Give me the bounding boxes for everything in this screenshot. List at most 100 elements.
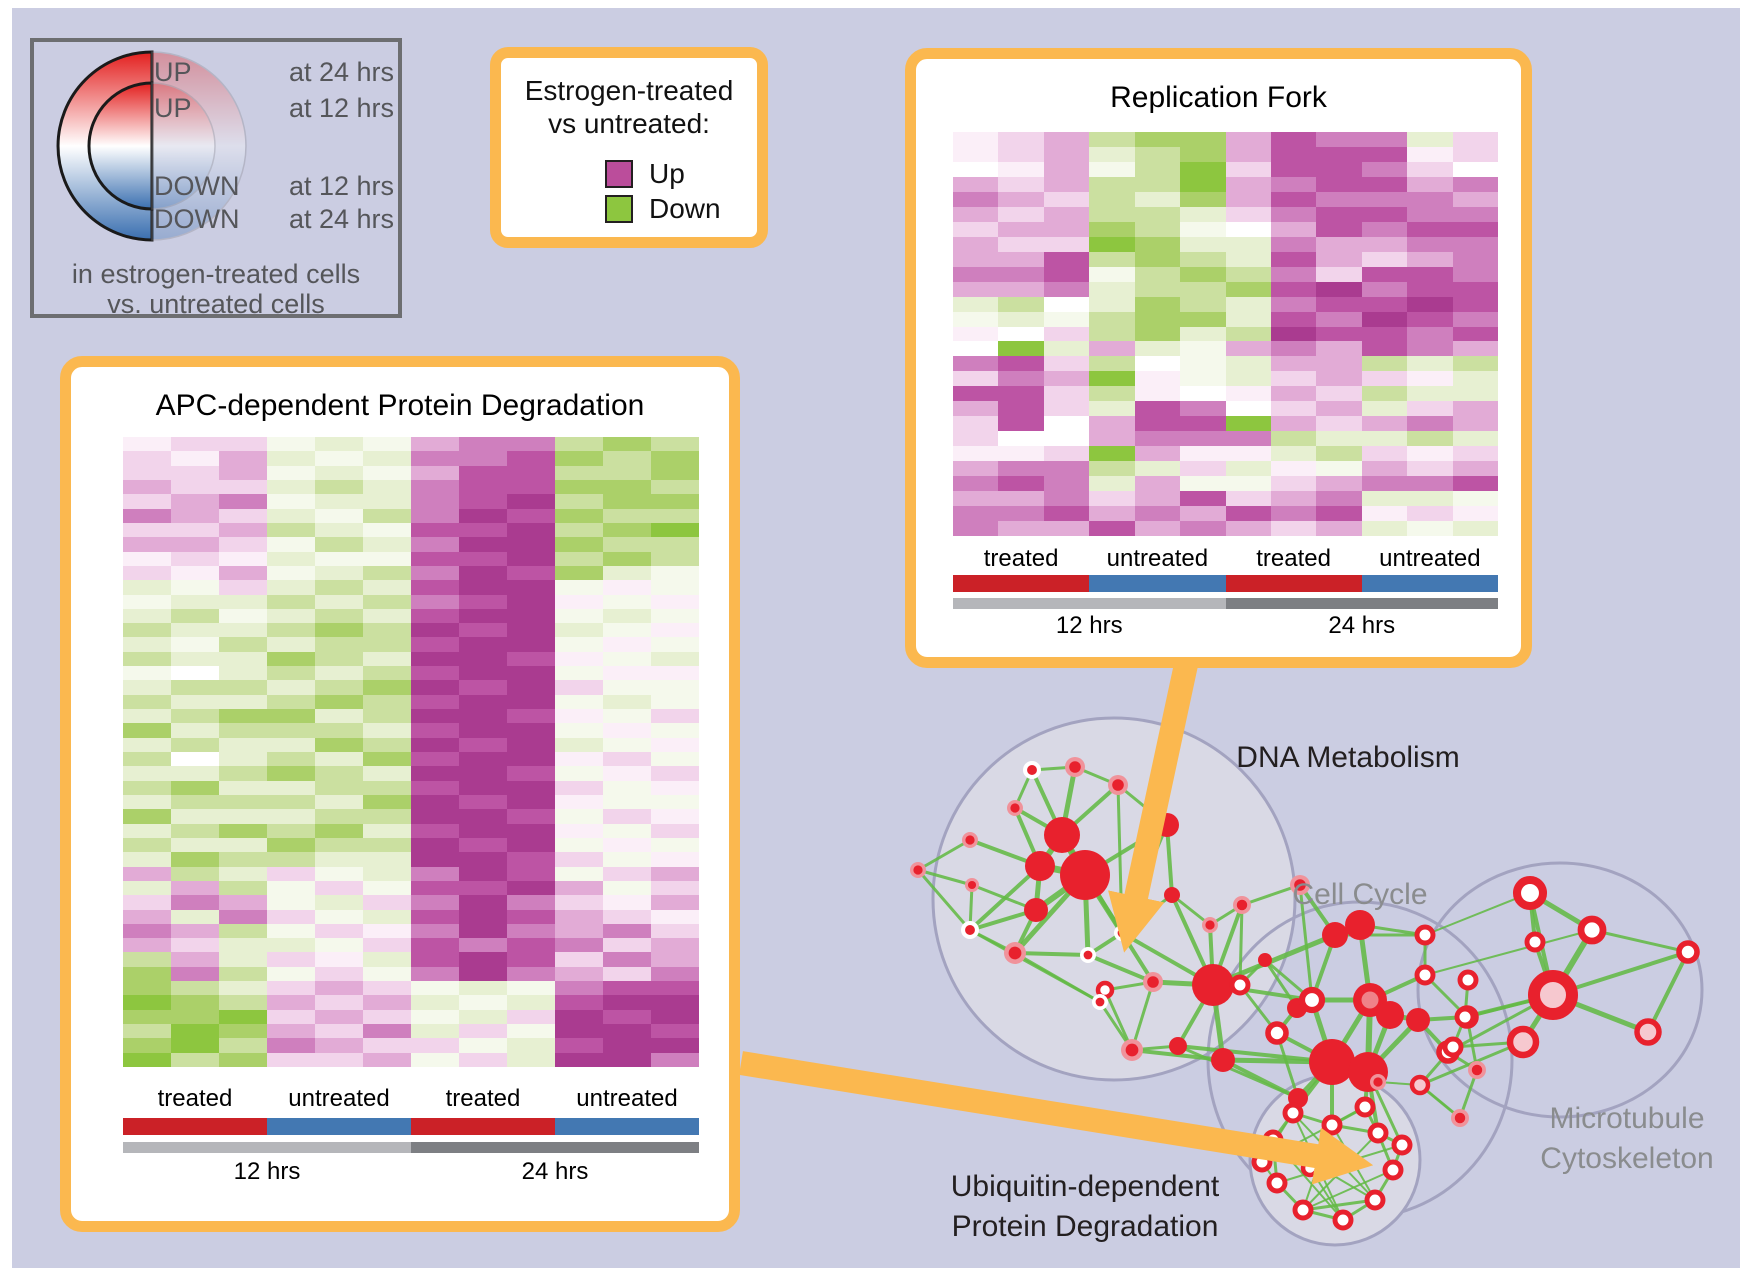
heatmap-cell	[459, 981, 507, 996]
heatmap-cell	[1452, 191, 1498, 207]
time-bar-segment	[411, 1142, 699, 1153]
heatmap-cell	[555, 837, 603, 853]
heatmap-cell	[1180, 341, 1226, 357]
heatmap-cell	[1407, 386, 1453, 402]
heatmap-cell	[555, 966, 603, 982]
heatmap-cell	[1043, 401, 1090, 417]
time-labels: 12 hrs 24 hrs	[123, 1158, 699, 1186]
heatmap-cell	[953, 356, 999, 372]
heatmap-cell	[1270, 191, 1317, 207]
heatmap-cell	[363, 995, 411, 1010]
condition-bar-segment	[1361, 575, 1498, 592]
heatmap-cell	[1361, 416, 1408, 432]
heatmap-cell	[459, 1024, 507, 1039]
heatmap-cell	[1407, 132, 1453, 147]
heatmap-cell	[555, 780, 603, 795]
condition-label: untreated	[1379, 545, 1481, 572]
heatmap-cell	[315, 952, 363, 967]
heatmap-cell	[1089, 296, 1135, 312]
heatmap-cell	[315, 852, 363, 867]
heatmap-cell	[459, 880, 507, 896]
heatmap-cell	[411, 494, 459, 509]
heatmap-cell	[315, 938, 363, 953]
heatmap-cell	[315, 766, 363, 781]
heatmap-cell	[1134, 161, 1181, 177]
heatmap-cell	[1089, 236, 1135, 252]
heatmap-cell	[411, 981, 459, 996]
heatmap-cell	[219, 637, 267, 652]
heatmap-cell	[315, 780, 363, 795]
heatmap-cell	[1089, 386, 1135, 402]
heatmap-cell	[171, 594, 219, 609]
heatmap-cell	[1407, 221, 1453, 237]
heatmap-cell	[1043, 191, 1090, 207]
heatmap-cell	[411, 780, 459, 795]
rf-heatmap	[953, 132, 1498, 536]
heatmap-cell	[603, 995, 651, 1010]
heatmap-cell	[651, 1009, 699, 1025]
heatmap-cell	[171, 580, 219, 595]
heatmap-cell	[651, 479, 699, 495]
heatmap-cell	[219, 551, 267, 566]
heatmap-cell	[219, 465, 267, 480]
heatmap-cell	[507, 752, 555, 767]
heatmap-cell	[315, 909, 363, 924]
heatmap-cell	[555, 1009, 603, 1025]
heatmap-cell	[171, 1024, 219, 1039]
heatmap-cell	[603, 981, 651, 996]
heatmap-cell	[555, 594, 603, 609]
heatmap-cell	[1043, 461, 1090, 477]
replication-fork-panel: Replication Fork treated untreated treated…	[905, 48, 1532, 668]
heatmap-cell	[459, 766, 507, 781]
heatmap-cell	[507, 666, 555, 681]
heatmap-cell	[1134, 132, 1181, 147]
heatmap-cell	[171, 494, 219, 509]
heatmap-cell	[219, 565, 267, 581]
heatmap-cell	[363, 809, 411, 824]
heatmap-cell	[459, 895, 507, 910]
heatmap-cell	[411, 766, 459, 781]
heatmap-cell	[267, 565, 315, 581]
heatmap-cell	[1180, 386, 1226, 402]
heatmap-cell	[1225, 296, 1271, 312]
heatmap-cell	[1180, 132, 1226, 147]
condition-bar-segment	[267, 1118, 411, 1135]
heatmap-cell	[507, 723, 555, 738]
heatmap-cell	[171, 1038, 219, 1053]
heatmap-cell	[555, 938, 603, 953]
heatmap-cell	[123, 938, 171, 953]
heatmap-cell	[651, 537, 699, 552]
heatmap-cell	[219, 537, 267, 552]
heatmap-cell	[953, 371, 999, 387]
heatmap-cell	[1407, 281, 1453, 297]
heatmap-cell	[1316, 266, 1362, 282]
heatmap-cell	[603, 608, 651, 624]
heatmap-cell	[1134, 521, 1181, 536]
heatmap-cell	[507, 737, 555, 752]
heatmap-cell	[1407, 521, 1453, 536]
heatmap-cell	[123, 723, 171, 738]
heatmap-cell	[267, 451, 315, 466]
heatmap-cell	[459, 608, 507, 624]
heatmap-cell	[315, 866, 363, 881]
heatmap-cell	[363, 465, 411, 480]
heatmap-cell	[1134, 326, 1181, 342]
heatmap-cell	[507, 1024, 555, 1039]
condition-bar-segment	[555, 1118, 699, 1135]
heatmap-cell	[998, 266, 1044, 282]
heatmap-cell	[267, 780, 315, 795]
heatmap-cell	[315, 666, 363, 681]
heatmap-cell	[123, 809, 171, 824]
heatmap-cell	[411, 479, 459, 495]
heatmap-cell	[171, 823, 219, 838]
heatmap-cell	[1089, 311, 1135, 327]
heatmap-cell	[507, 966, 555, 982]
heatmap-cell	[315, 551, 363, 566]
heatmap-cell	[1270, 491, 1317, 507]
scale-footer-line2: vs. untreated cells	[107, 289, 325, 319]
heatmap-cell	[1089, 491, 1135, 507]
heatmap-cell	[1407, 461, 1453, 477]
heatmap-cell	[1452, 296, 1498, 312]
heatmap-cell	[1407, 476, 1453, 492]
heatmap-cell	[171, 794, 219, 810]
